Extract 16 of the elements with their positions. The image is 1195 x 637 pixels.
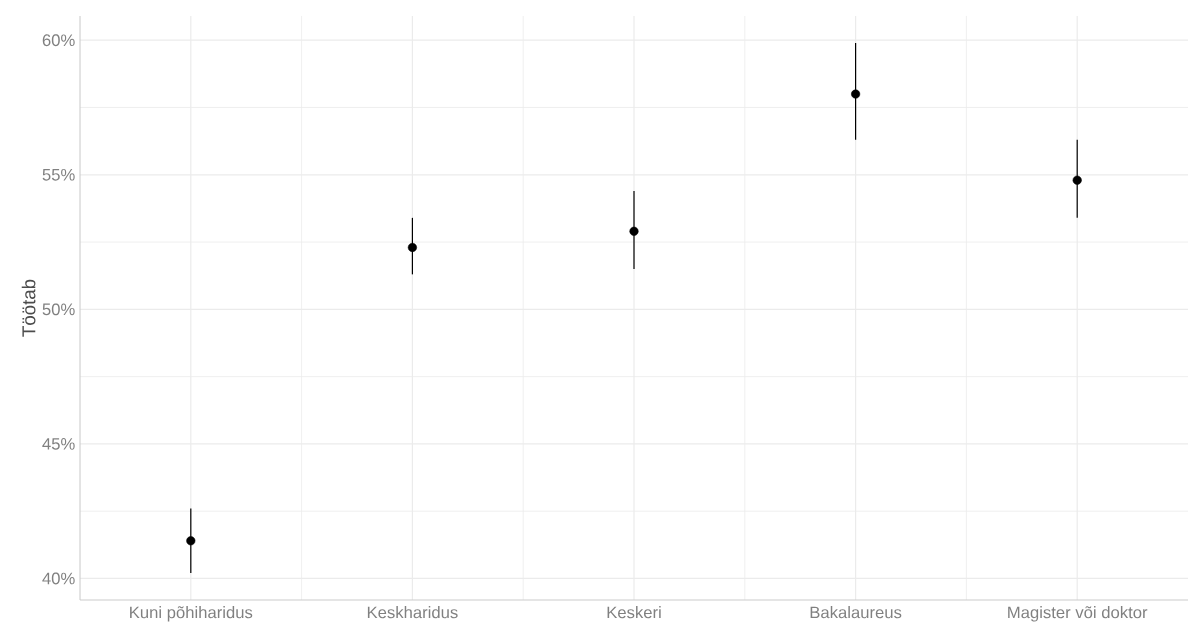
x-tick-label: Bakalaureus xyxy=(810,606,902,619)
x-tick-label: Keskharidus xyxy=(367,606,458,619)
x-tick-label: Magister või doktor xyxy=(1008,606,1148,622)
y-tick-label: 60% xyxy=(42,34,75,47)
y-tick-label: 40% xyxy=(42,572,75,585)
point xyxy=(186,536,196,546)
x-tick-label: Keskeri xyxy=(607,606,661,619)
point xyxy=(629,226,639,236)
point xyxy=(1072,175,1082,185)
y-tick-label: 50% xyxy=(42,303,75,316)
y-tick-label: 55% xyxy=(42,168,75,181)
y-tick-label: 45% xyxy=(42,438,75,450)
point xyxy=(851,89,861,99)
point xyxy=(407,242,417,252)
y-axis-title: Töötab xyxy=(21,279,36,337)
x-tick-label: Kuni põhiharidus xyxy=(130,606,253,622)
